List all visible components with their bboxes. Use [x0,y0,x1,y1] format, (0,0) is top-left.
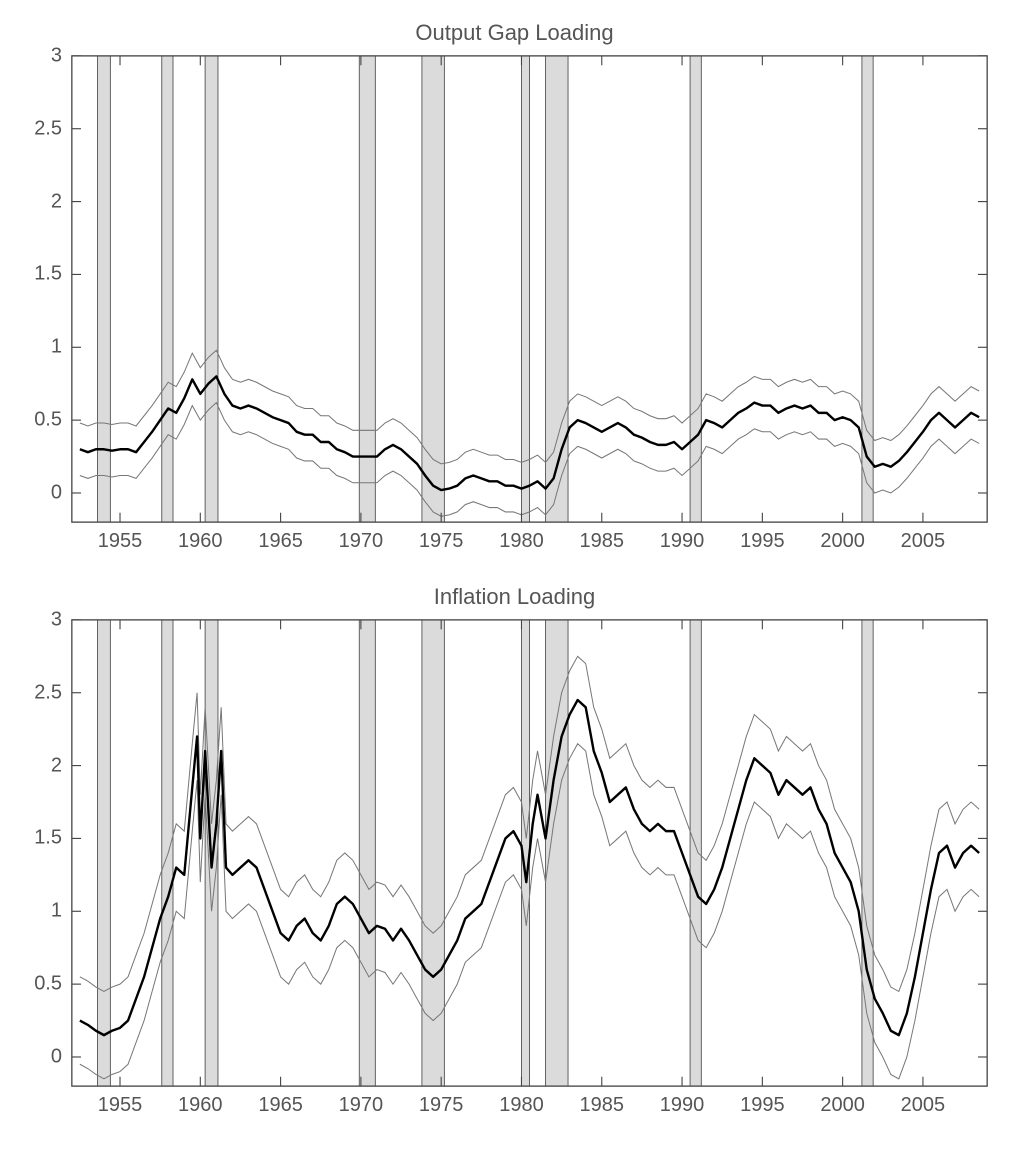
y-tick-label: 0 [51,1045,62,1068]
chart-svg [70,54,989,524]
x-tick-label: 1960 [178,530,223,553]
x-tick-label: 1985 [580,530,625,553]
plot-area: 00.511.522.53195519601965197019751980198… [70,618,989,1088]
y-tick-label: 2.5 [34,117,62,140]
y-tick-label: 2.5 [34,681,62,704]
x-tick-label: 1980 [499,1094,544,1117]
x-tick-label: 2000 [820,1094,865,1117]
x-tick-label: 2005 [901,530,946,553]
x-tick-label: 1970 [339,1094,384,1117]
y-tick-label: 1 [51,336,62,359]
x-tick-label: 2000 [820,530,865,553]
panel-output-gap: Output Gap Loading 00.511.522.5319551960… [20,20,1009,524]
x-tick-label: 1995 [740,530,785,553]
x-tick-label: 1990 [660,1094,705,1117]
y-tick-label: 0 [51,481,62,504]
y-tick-label: 2 [51,190,62,213]
x-tick-label: 1965 [258,530,303,553]
x-tick-label: 1955 [98,530,143,553]
figure: Output Gap Loading 00.511.522.5319551960… [20,20,1009,1088]
x-tick-label: 1965 [258,1094,303,1117]
x-tick-label: 1985 [580,1094,625,1117]
x-tick-label: 1955 [98,1094,143,1117]
x-tick-label: 1995 [740,1094,785,1117]
y-tick-label: 3 [51,608,62,631]
x-tick-label: 1960 [178,1094,223,1117]
y-tick-label: 1.5 [34,827,62,850]
x-tick-label: 1975 [419,1094,464,1117]
x-tick-label: 2005 [901,1094,946,1117]
panel-title: Output Gap Loading [20,20,1009,46]
chart-svg [70,618,989,1088]
panel-title: Inflation Loading [20,584,1009,610]
y-tick-label: 1.5 [34,263,62,286]
panel-inflation: Inflation Loading 00.511.522.53195519601… [20,584,1009,1088]
x-tick-label: 1975 [419,530,464,553]
y-tick-label: 2 [51,754,62,777]
y-tick-label: 3 [51,44,62,67]
y-tick-label: 1 [51,900,62,923]
plot-area: 00.511.522.53195519601965197019751980198… [70,54,989,524]
x-tick-label: 1980 [499,530,544,553]
y-tick-label: 0.5 [34,409,62,432]
x-tick-label: 1970 [339,530,384,553]
x-tick-label: 1990 [660,530,705,553]
y-tick-label: 0.5 [34,973,62,996]
